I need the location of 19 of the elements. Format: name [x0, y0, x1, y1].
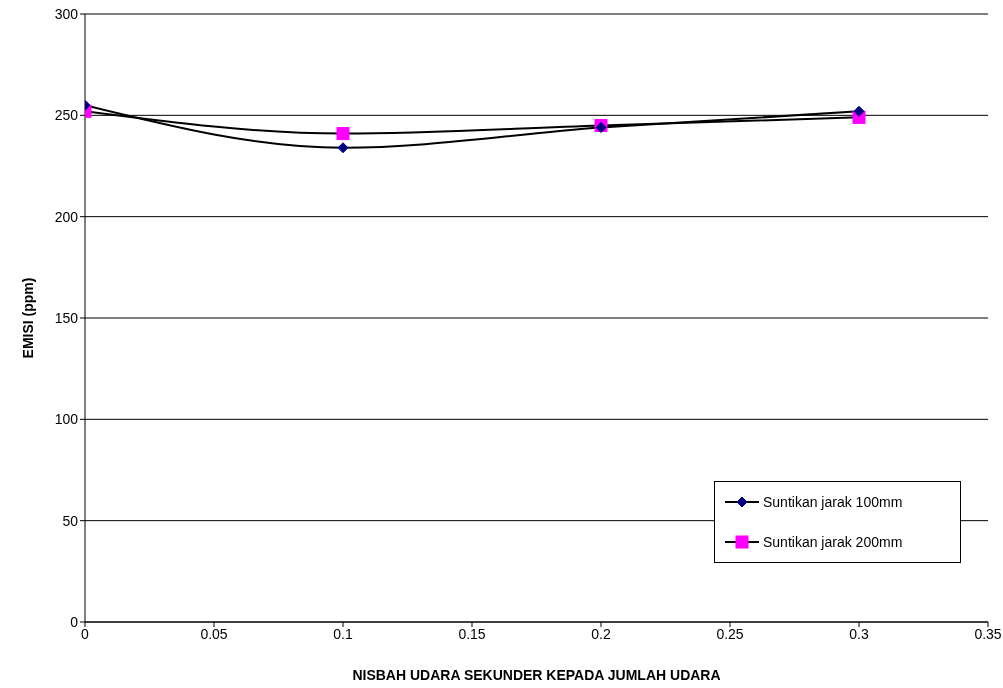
- x-tick-label: 0.05: [200, 625, 228, 642]
- legend-label: Suntikan jarak 200mm: [763, 534, 903, 550]
- x-tick-label: 0.25: [716, 625, 744, 642]
- y-tick-label: 150: [54, 309, 79, 326]
- y-tick-label: 200: [54, 208, 79, 225]
- x-tick-label: 0.35: [974, 625, 1002, 642]
- x-tick-label: 0.15: [458, 625, 486, 642]
- y-tick-label: 250: [54, 107, 79, 124]
- y-axis-title: EMISI (ppm): [19, 277, 36, 359]
- y-tick-label: 300: [54, 5, 79, 22]
- y-tick-label: 100: [54, 411, 79, 428]
- x-tick-label: 0.2: [591, 625, 611, 642]
- x-tick-label: 0.1: [333, 625, 353, 642]
- x-tick-label: 0: [81, 625, 90, 642]
- y-tick-label: 50: [62, 512, 79, 529]
- y-tick-label: 0: [70, 613, 79, 630]
- x-tick-label: 0.3: [849, 625, 869, 642]
- legend-label: Suntikan jarak 100mm: [763, 494, 903, 510]
- x-axis-title: NISBAH UDARA SEKUNDER KEPADA JUMLAH UDARA: [352, 667, 721, 683]
